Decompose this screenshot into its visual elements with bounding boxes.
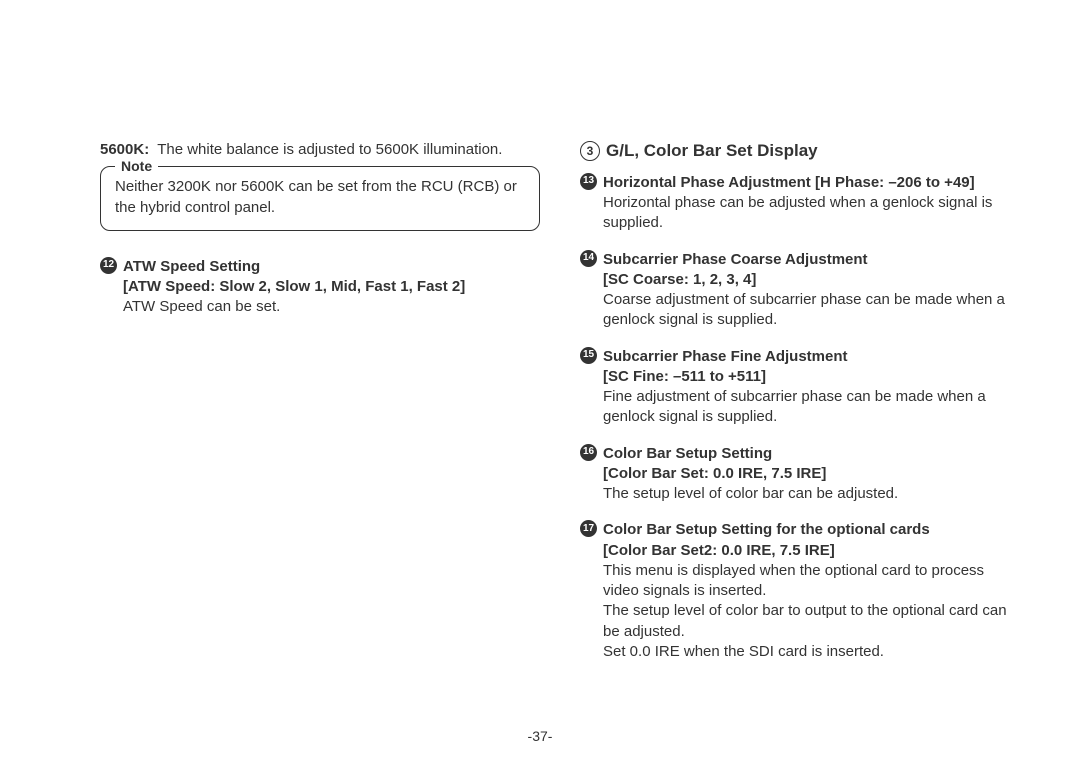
- item-15: 15 Subcarrier Phase Fine Adjustment [SC …: [580, 347, 1020, 428]
- definition-value: The white balance is adjusted to 5600K i…: [157, 140, 502, 160]
- section-title: G/L, Color Bar Set Display: [606, 140, 818, 163]
- item-body: Coarse adjustment of subcarrier phase ca…: [603, 290, 1020, 331]
- item-title: Color Bar Setup Setting: [603, 445, 772, 462]
- item-title: Color Bar Setup Setting for the optional…: [603, 521, 930, 538]
- item-body-line: The setup level of color bar to output t…: [603, 601, 1020, 642]
- item-12: 12 ATW Speed Setting [ATW Speed: Slow 2,…: [100, 257, 540, 318]
- definition-5600k: 5600K: The white balance is adjusted to …: [100, 140, 540, 160]
- item-param: [ATW Speed: Slow 2, Slow 1, Mid, Fast 1,…: [123, 278, 465, 295]
- item-param: [Color Bar Set: 0.0 IRE, 7.5 IRE]: [603, 465, 826, 482]
- item-body: Fine adjustment of subcarrier phase can …: [603, 387, 1020, 428]
- item-number-icon: 12: [100, 257, 117, 274]
- item-param: [Color Bar Set2: 0.0 IRE, 7.5 IRE]: [603, 542, 835, 559]
- page-number: -37-: [0, 728, 1080, 744]
- note-label: Note: [115, 157, 158, 176]
- item-param: [SC Fine: –511 to +511]: [603, 368, 766, 385]
- item-number-icon: 17: [580, 520, 597, 537]
- manual-page: 5600K: The white balance is adjusted to …: [0, 0, 1080, 762]
- left-column: 5600K: The white balance is adjusted to …: [100, 140, 540, 678]
- item-title: Subcarrier Phase Coarse Adjustment: [603, 251, 868, 268]
- item-title: ATW Speed Setting: [123, 258, 260, 275]
- item-body: ATW Speed can be set.: [123, 297, 540, 317]
- right-column: 3 G/L, Color Bar Set Display 13 Horizont…: [580, 140, 1020, 678]
- item-number-icon: 13: [580, 173, 597, 190]
- item-14: 14 Subcarrier Phase Coarse Adjustment [S…: [580, 250, 1020, 331]
- note-text: Neither 3200K nor 5600K can be set from …: [115, 178, 517, 215]
- item-number-icon: 15: [580, 347, 597, 364]
- item-16: 16 Color Bar Setup Setting [Color Bar Se…: [580, 444, 1020, 505]
- item-number-icon: 14: [580, 250, 597, 267]
- note-box: Note Neither 3200K nor 5600K can be set …: [100, 166, 540, 231]
- item-body: Horizontal phase can be adjusted when a …: [603, 193, 1020, 234]
- item-body-line: This menu is displayed when the optional…: [603, 561, 1020, 602]
- item-body: The setup level of color bar can be adju…: [603, 484, 1020, 504]
- section-number-icon: 3: [580, 141, 600, 161]
- columns: 5600K: The white balance is adjusted to …: [100, 140, 1020, 678]
- item-param: [SC Coarse: 1, 2, 3, 4]: [603, 271, 756, 288]
- item-number-icon: 16: [580, 444, 597, 461]
- item-title: Horizontal Phase Adjustment [H Phase: –2…: [603, 174, 975, 191]
- item-13: 13 Horizontal Phase Adjustment [H Phase:…: [580, 173, 1020, 234]
- item-title: Subcarrier Phase Fine Adjustment: [603, 348, 848, 365]
- section-heading: 3 G/L, Color Bar Set Display: [580, 140, 1020, 163]
- item-17: 17 Color Bar Setup Setting for the optio…: [580, 520, 1020, 662]
- item-body-line: Set 0.0 IRE when the SDI card is inserte…: [603, 642, 1020, 662]
